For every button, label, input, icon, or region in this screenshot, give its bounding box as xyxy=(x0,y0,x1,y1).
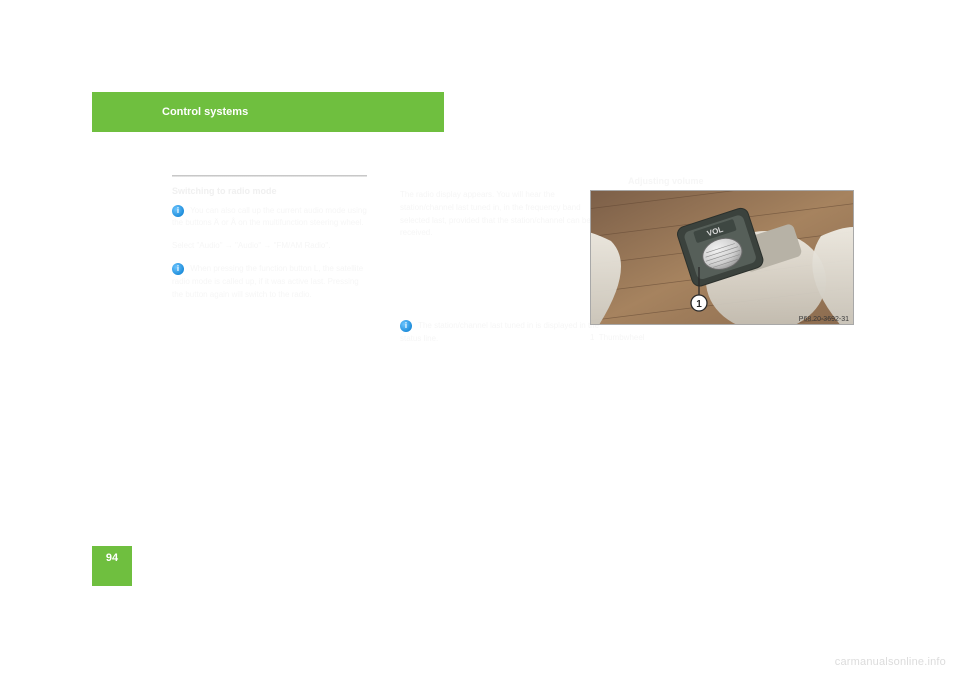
page-number: 94 xyxy=(92,546,132,586)
divider xyxy=(172,175,367,177)
svg-text:1: 1 xyxy=(696,299,702,310)
manual-page: Control systems Switching to radio mode … xyxy=(92,0,852,678)
note-text: When pressing the function button L, the… xyxy=(172,264,363,299)
subheading: Switching to radio mode xyxy=(172,185,372,199)
column-2: The radio display appears. You will hear… xyxy=(400,175,600,356)
paragraph: i When pressing the function button L, t… xyxy=(172,263,372,302)
caption-text: Thumbwheel xyxy=(599,333,645,342)
subheading: Adjusting volume xyxy=(628,175,828,189)
watermark: carmanualsonline.info xyxy=(835,656,946,668)
info-icon: i xyxy=(172,263,184,275)
paragraph: Select "Audio" → "Audio" → "FM/AM Radio"… xyxy=(172,240,372,253)
note-text: The station/channel last tuned in is dis… xyxy=(400,321,599,343)
svg-text:P68.20-3692-31: P68.20-3692-31 xyxy=(799,316,849,323)
illustration-svg: VOL 1 P68.20-3692-31 xyxy=(591,191,854,325)
callout-number: 1 xyxy=(590,333,594,342)
illustration-caption-row: 1 Thumbwheel xyxy=(590,332,854,355)
info-icon: i xyxy=(400,320,412,332)
paragraph: The radio display appears. You will hear… xyxy=(400,189,600,240)
illustration-vol-thumbwheel: VOL 1 P68.20-3692-31 xyxy=(590,190,854,325)
info-icon: i xyxy=(172,205,184,217)
column-1: Switching to radio mode i You can also c… xyxy=(172,175,372,312)
illustration-caption: 1 Thumbwheel xyxy=(590,332,854,345)
paragraph: i You can also call up the current audio… xyxy=(172,205,372,231)
paragraph: i The station/channel last tuned in is d… xyxy=(400,320,600,346)
note-text: You can also call up the current audio m… xyxy=(172,206,367,228)
section-header-bar: Control systems xyxy=(92,92,444,132)
page-number-text: 94 xyxy=(106,552,118,564)
section-title: Control systems xyxy=(162,106,248,118)
